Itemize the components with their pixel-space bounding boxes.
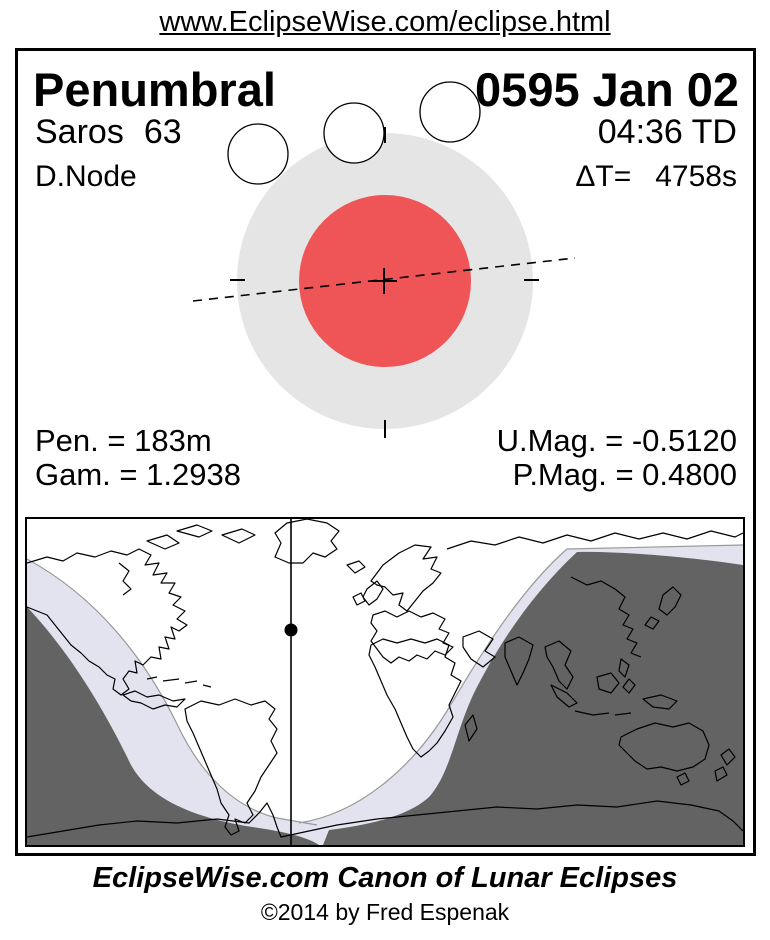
region-not-visible-west: [27, 607, 319, 845]
delta-t-value: 4758s: [655, 160, 737, 193]
indonesia-outline: [550, 684, 632, 716]
canon-title: EclipseWise.com Canon of Lunar Eclipses: [92, 862, 678, 894]
south-america-outline: [184, 698, 278, 836]
stat-gamma: Gam. = 1.2938: [35, 457, 241, 492]
stat-penumbral-duration: Pen. = 183m: [35, 423, 212, 458]
node-label: D.Node: [35, 160, 137, 193]
philippines-outline: [618, 658, 636, 694]
caribbean-outline: [146, 676, 212, 688]
delta-t-row: ΔT= 4758s: [575, 160, 737, 194]
arctic-islands-outline: [146, 524, 256, 550]
new-zealand-outline: [714, 748, 736, 782]
visibility-map: [27, 519, 743, 845]
hudson-bay-outline: [118, 562, 132, 596]
central-america-outline: [122, 690, 186, 710]
visibility-map-frame: [25, 517, 745, 847]
north-america-outline: [27, 548, 188, 696]
greatest-eclipse-time: 04:36 TD: [597, 113, 737, 151]
saros-row: Saros 63: [35, 113, 182, 152]
india-outline: [504, 636, 534, 686]
greenland-outline: [274, 519, 340, 564]
continent-outlines: [27, 519, 743, 838]
southeast-asia-outline: [544, 640, 574, 690]
eclipse-card: Penumbral 0595 Jan 02 Saros 63 04:36 TD D…: [15, 48, 756, 856]
stat-penumbral-magnitude: P.Mag. = 0.4800: [512, 457, 737, 492]
moon-circle-last-contact: [419, 81, 481, 143]
new-guinea-outline: [642, 694, 678, 710]
europe-outline: [370, 610, 454, 664]
saros-label: Saros: [35, 113, 124, 151]
china-coast-outline: [570, 576, 642, 658]
delta-t-label: ΔT=: [575, 160, 632, 193]
stat-umbral-magnitude: U.Mag. = -0.5120: [496, 423, 737, 458]
tasmania-outline: [676, 772, 690, 786]
madagascar-outline: [464, 714, 478, 742]
shadow-diagram: [192, 81, 576, 438]
terminator-boundary-east: [298, 544, 743, 824]
saros-number: 63: [143, 113, 182, 151]
moon-circle-greatest: [323, 102, 385, 164]
copyright-line: ©2014 by Fred Espenak: [260, 899, 510, 925]
scandinavia-outline: [370, 544, 442, 612]
arabia-outline: [462, 630, 496, 668]
iceland-outline: [346, 560, 366, 574]
japan-outline: [644, 586, 682, 630]
british-isles-outline: [352, 580, 384, 606]
antarctica-outline: [27, 800, 743, 838]
url-link[interactable]: www.EclipseWise.com/eclipse.html: [159, 6, 611, 38]
terminator-boundary-west: [27, 558, 318, 826]
eclipse-type-label: Penumbral: [33, 63, 276, 116]
region-not-visible-east: [323, 551, 743, 845]
moon-circle-first-contact: [227, 123, 289, 185]
sublunar-point-dot: [284, 623, 298, 637]
africa-outline: [368, 638, 462, 758]
borneo-outline: [596, 672, 620, 694]
eclipse-date: 0595 Jan 02: [475, 63, 739, 116]
australia-outline: [618, 722, 710, 772]
russia-coast-outline: [446, 530, 743, 550]
